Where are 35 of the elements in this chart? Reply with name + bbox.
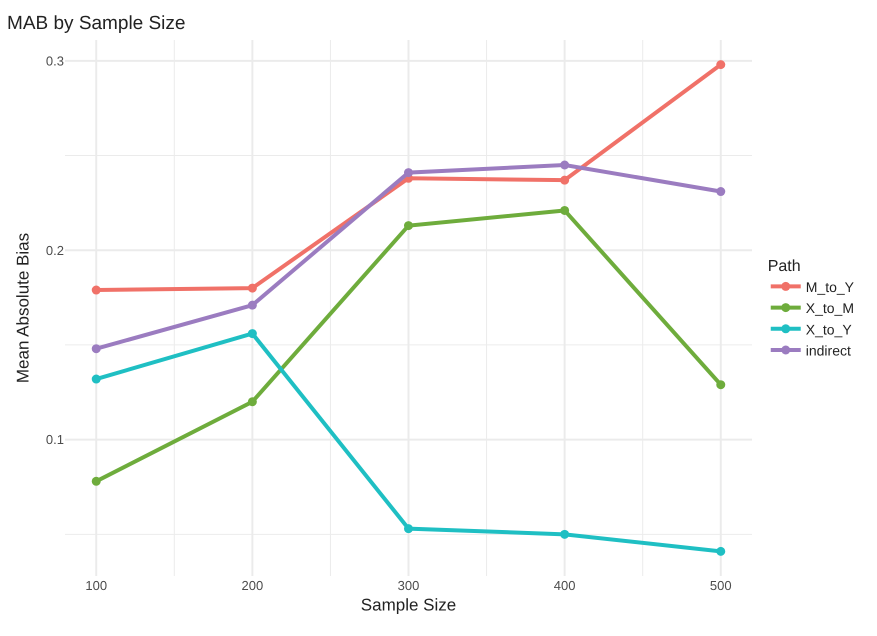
- point: [404, 524, 413, 534]
- x-tick-label: 100: [85, 578, 108, 593]
- legend-label: X_to_M: [806, 300, 854, 316]
- point: [248, 329, 257, 338]
- point: [248, 300, 257, 310]
- point: [248, 284, 257, 293]
- point: [92, 476, 101, 486]
- point: [716, 546, 726, 556]
- chart-title: MAB by Sample Size: [7, 13, 186, 34]
- legend-label: indirect: [806, 342, 851, 358]
- point: [560, 530, 570, 539]
- y-axis-title: Mean Absolute Bias: [13, 232, 32, 384]
- x-tick-label: 200: [242, 578, 264, 593]
- point: [716, 60, 726, 70]
- x-tick-label: 400: [554, 578, 576, 593]
- point: [404, 168, 413, 178]
- point: [560, 160, 570, 170]
- point: [92, 286, 101, 295]
- legend-title: Path: [768, 258, 801, 275]
- point: [560, 176, 570, 185]
- point: [248, 397, 257, 406]
- legend-label: X_to_Y: [806, 321, 852, 338]
- point: [92, 374, 101, 384]
- x-tick-label: 500: [710, 578, 732, 593]
- y-tick-label: 0.2: [46, 242, 64, 258]
- y-tick-label: 0.3: [46, 53, 64, 68]
- y-tick-label: 0.1: [46, 432, 64, 448]
- point: [404, 221, 413, 230]
- x-tick-label: 300: [398, 578, 420, 593]
- point: [716, 380, 726, 390]
- legend-label: M_to_Y: [806, 278, 855, 295]
- x-axis-title: Sample Size: [360, 595, 456, 614]
- point: [560, 206, 570, 215]
- point: [716, 187, 726, 196]
- point: [92, 344, 101, 354]
